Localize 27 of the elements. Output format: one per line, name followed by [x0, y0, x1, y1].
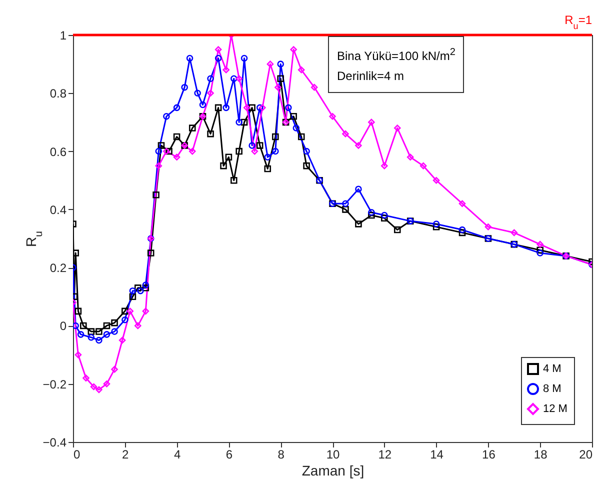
y-tick-label: −0.4: [42, 436, 67, 450]
x-tick-label: 12: [378, 448, 392, 462]
legend-label: 8 M: [543, 383, 562, 395]
x-tick-label: 20: [579, 448, 593, 462]
x-tick-label: 10: [326, 448, 340, 462]
x-tick-label: 6: [226, 448, 233, 462]
x-tick-label: 14: [430, 448, 444, 462]
y-tick-label: 0.8: [50, 86, 67, 101]
y-tick-label: 0.2: [50, 261, 67, 276]
y-tick-label: −0.2: [42, 377, 67, 392]
x-tick-label: 2: [122, 448, 130, 462]
legend-label: 4 M: [543, 363, 562, 375]
y-tick-label: 1: [60, 28, 67, 42]
x-axis-title: Zaman [s]: [302, 462, 364, 478]
annotation: Bina Yükü=100 kN/m$^{2}$: [337, 46, 456, 65]
ref-line-label: R$_{u}$=1: [564, 13, 592, 31]
y-tick-label: 0: [60, 319, 67, 334]
legend-label: 12 M: [543, 403, 568, 415]
x-tick-label: 16: [482, 448, 496, 462]
y-tick-label: 0.4: [50, 202, 67, 217]
x-tick-label: 8: [278, 448, 285, 462]
y-tick-label: 0.6: [50, 144, 67, 159]
x-tick-label: 4: [174, 448, 181, 462]
annotation: Derinlik=4 m: [337, 68, 406, 85]
x-tick-label: 0: [74, 448, 80, 462]
note-box: Bina Yükü=100 kN/m$^{2}$ Derinlik=4 m: [328, 36, 464, 93]
x-tick-label: 18: [534, 448, 548, 462]
